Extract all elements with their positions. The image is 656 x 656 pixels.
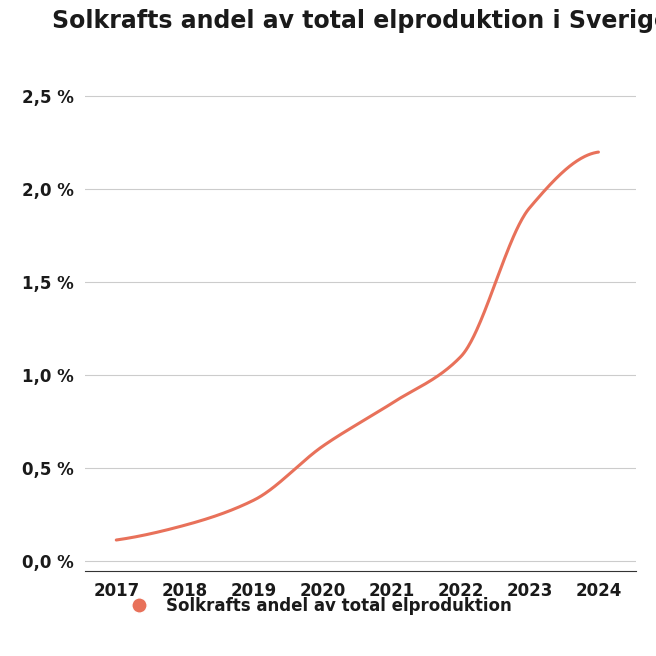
Title: Solkrafts andel av total elproduktion i Sverige: Solkrafts andel av total elproduktion i … [52, 9, 656, 33]
Legend: Solkrafts andel av total elproduktion: Solkrafts andel av total elproduktion [115, 590, 518, 621]
